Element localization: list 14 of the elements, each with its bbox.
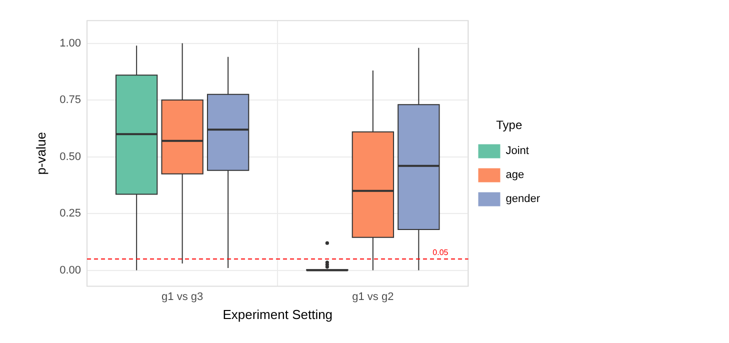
legend-label: age (506, 169, 524, 182)
y-tick-label: 0.75 (60, 94, 82, 106)
x-tick-label: g1 vs g3 (162, 290, 204, 303)
y-tick-label: 0.50 (60, 150, 82, 163)
x-tick-label: g1 vs g2 (352, 290, 394, 303)
y-tick-label: 0.25 (60, 208, 82, 220)
y-axis-title: p-value (33, 132, 48, 175)
legend-label: Joint (506, 145, 529, 158)
y-tick-label: 0.00 (60, 264, 82, 276)
y-tick-label: 1.00 (60, 37, 82, 50)
x-axis-title: Experiment Setting (222, 306, 333, 322)
legend-title: Type (496, 118, 522, 132)
ref-line-label: 0.05 (432, 248, 449, 258)
legend-label: gender (506, 193, 540, 206)
